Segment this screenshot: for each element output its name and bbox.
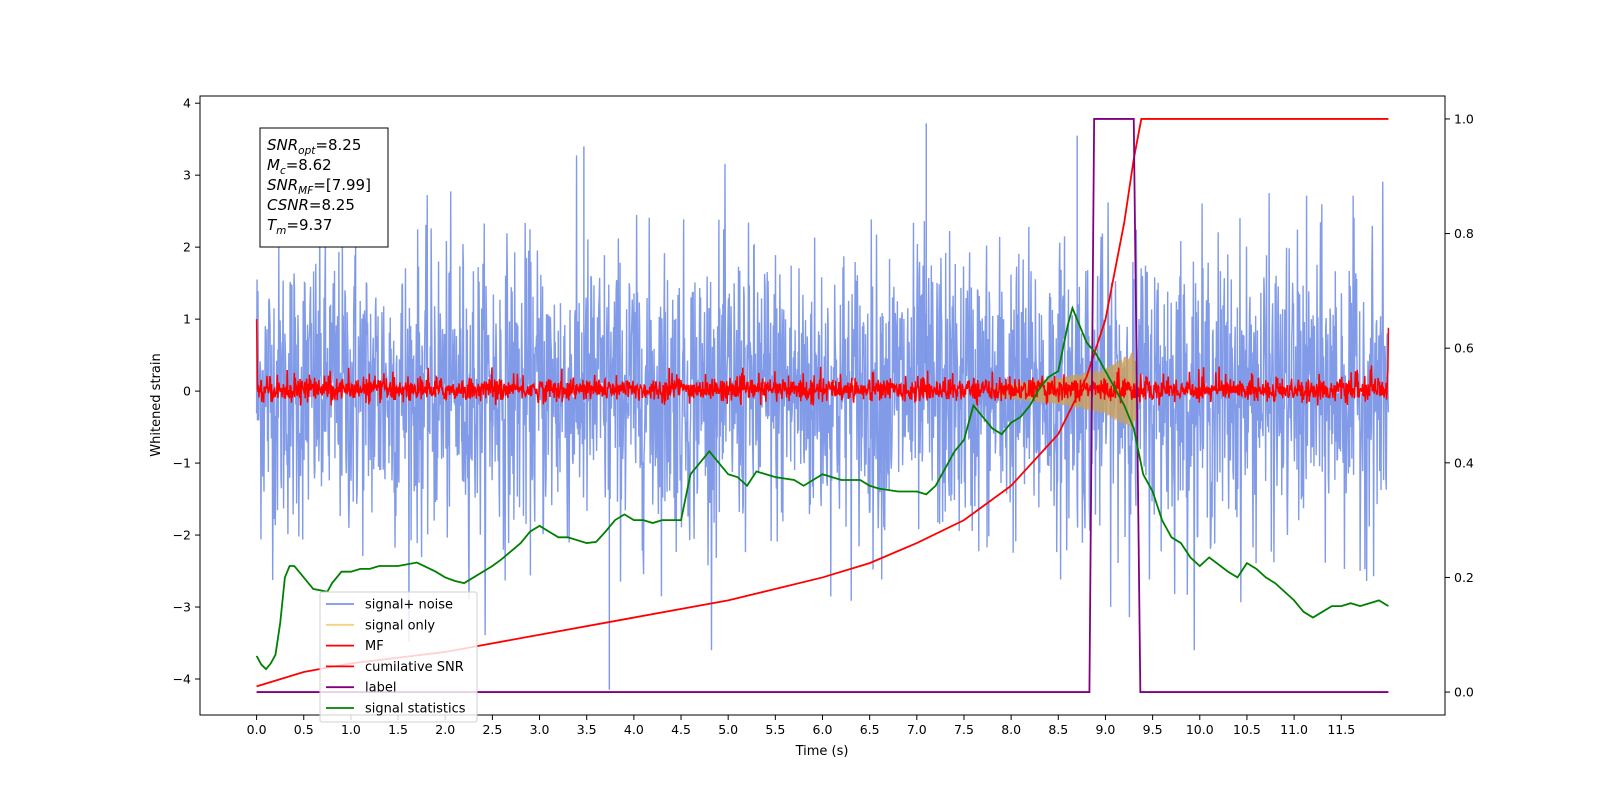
legend-label: signal statistics — [365, 702, 466, 717]
legend: signal+ noise signal only MF cumilative SNR… — [319, 591, 478, 723]
x-tick-label: 1.5 — [388, 722, 408, 737]
annotation-line: SNRopt=8.25 — [267, 136, 361, 157]
y-tick-label: 3 — [183, 168, 191, 183]
annotation-line: SNRMF=[7.99] — [267, 176, 371, 197]
x-tick-label: 2.0 — [435, 722, 455, 737]
y-tick-label: 2 — [183, 240, 191, 255]
x-tick-label: 9.0 — [1096, 722, 1116, 737]
y2-tick-label: 0.6 — [1454, 341, 1474, 356]
label-series — [256, 118, 1389, 693]
y2-tick-label: 0.2 — [1454, 570, 1474, 585]
label-line — [256, 118, 1389, 693]
x-tick-label: 10.0 — [1186, 722, 1214, 737]
y2-tick-label: 1.0 — [1454, 111, 1474, 126]
x-tick-label: 7.0 — [907, 722, 927, 737]
legend-label: signal+ noise — [365, 598, 453, 613]
mf-series — [255, 319, 1390, 406]
signal-statistics-series — [255, 305, 1389, 671]
legend-frame — [319, 591, 478, 723]
annotation-line: Mc=8.62 — [267, 156, 332, 177]
y-axis-label: Whitened strain — [149, 353, 164, 456]
y-tick-label: −3 — [173, 600, 191, 615]
y2-tick-label: 0.4 — [1454, 455, 1474, 470]
signal-statistics-line — [255, 305, 1389, 671]
x-tick-label: 1.0 — [341, 722, 361, 737]
mf-line — [255, 319, 1390, 406]
x-tick-label: 5.0 — [718, 722, 738, 737]
x-tick-label: 10.5 — [1233, 722, 1261, 737]
x-tick-label: 8.0 — [1001, 722, 1021, 737]
signal-noise-series — [255, 123, 1390, 690]
x-tick-label: 9.5 — [1143, 722, 1163, 737]
annotation-frame — [259, 127, 389, 248]
x-tick-label: 5.5 — [765, 722, 785, 737]
x-tick-label: 11.5 — [1327, 722, 1355, 737]
legend-label: signal only — [365, 618, 435, 633]
signal-noise-line — [255, 155, 1390, 651]
y-tick-label: −2 — [173, 528, 191, 543]
y2-tick-label: 0.8 — [1454, 226, 1474, 241]
x-tick-label: 6.0 — [813, 722, 833, 737]
x-tick-label: 3.0 — [530, 722, 550, 737]
annotation-line: CSNR=8.25 — [267, 196, 355, 214]
x-tick-label: 2.5 — [482, 722, 502, 737]
x-tick-label: 0.5 — [294, 722, 314, 737]
legend-label: label — [365, 681, 396, 696]
x-tick-label: 6.5 — [860, 722, 880, 737]
x-tick-label: 8.5 — [1048, 722, 1068, 737]
x-tick-label: 3.5 — [577, 722, 597, 737]
x-tick-label: 4.5 — [671, 722, 691, 737]
x-axis-label: Time (s) — [795, 744, 849, 759]
x-tick-label: 11.0 — [1280, 722, 1308, 737]
y-tick-label: 4 — [183, 96, 191, 111]
axes: 0.0 0.5 1.0 1.5 2.0 2.5 3.0 3.5 4.0 4.5 5.0 5.5 6.0 6… — [173, 96, 1474, 737]
legend-label: MF — [365, 639, 384, 654]
y-tick-label: −1 — [173, 456, 191, 471]
y-tick-label: 1 — [183, 312, 191, 327]
y2-tick-label: 0.0 — [1454, 685, 1474, 700]
legend-label: cumilative SNR — [365, 660, 464, 675]
x-tick-label: 4.0 — [624, 722, 644, 737]
y-tick-label: −4 — [173, 672, 191, 687]
y-tick-label: 0 — [183, 384, 191, 399]
annotation-line: Tm=9.37 — [267, 216, 332, 237]
x-tick-label: 0.0 — [247, 722, 267, 737]
x-tick-label: 7.5 — [954, 722, 974, 737]
